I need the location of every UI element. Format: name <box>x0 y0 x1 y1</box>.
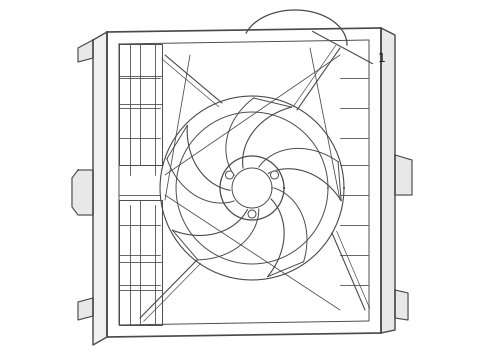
Polygon shape <box>395 290 408 320</box>
Circle shape <box>225 171 233 179</box>
Polygon shape <box>78 40 93 62</box>
Polygon shape <box>395 155 412 195</box>
Polygon shape <box>381 28 395 333</box>
Polygon shape <box>72 170 93 215</box>
Polygon shape <box>107 28 381 337</box>
Polygon shape <box>93 32 107 345</box>
Circle shape <box>270 171 278 179</box>
Text: 1: 1 <box>378 52 386 65</box>
Polygon shape <box>78 298 93 320</box>
Circle shape <box>248 210 256 218</box>
